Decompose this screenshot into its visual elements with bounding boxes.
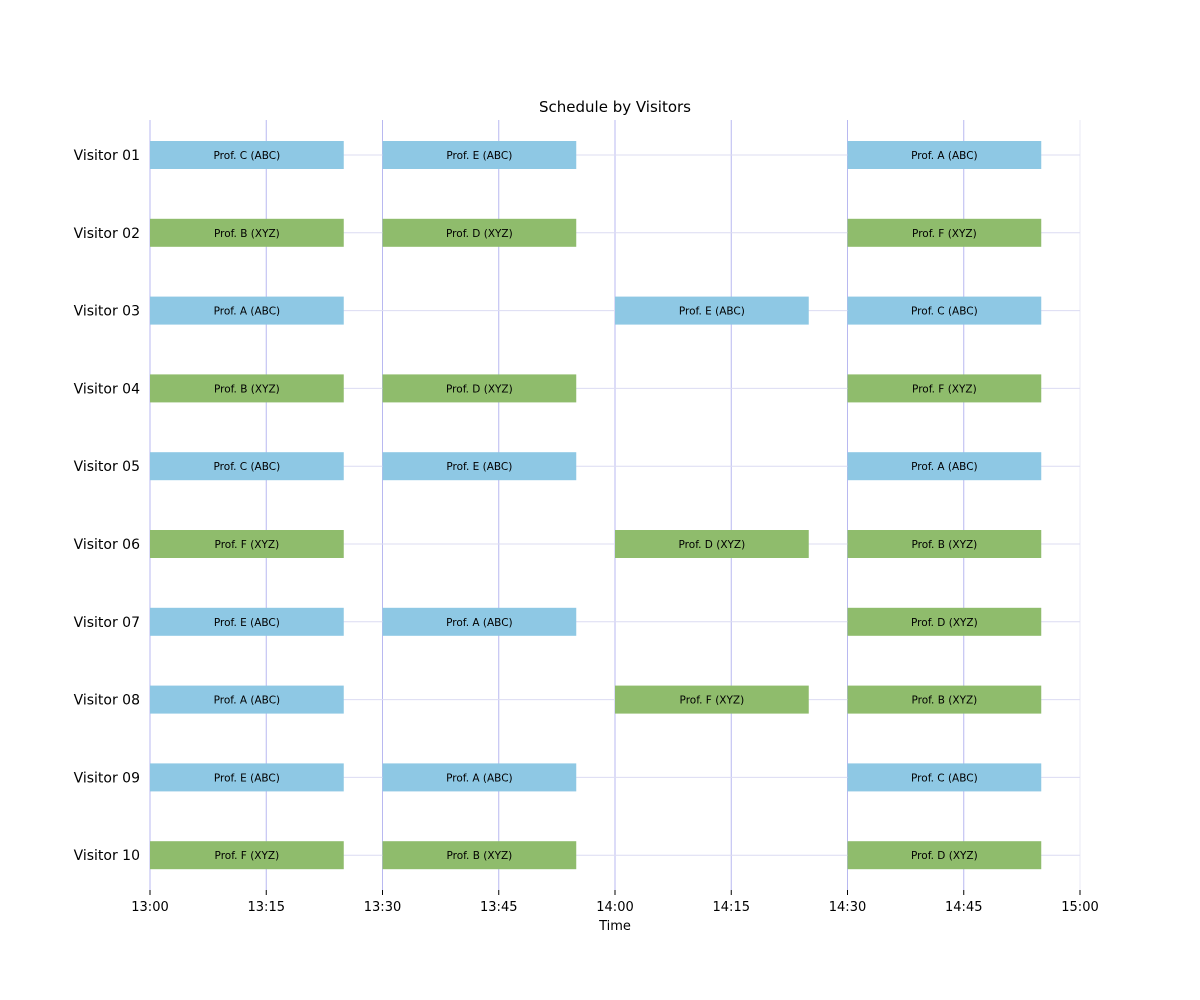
meeting-label: Prof. A (ABC) bbox=[446, 772, 513, 784]
x-tick-label-13-30: 13:30 bbox=[364, 900, 401, 915]
meeting-label: Prof. C (ABC) bbox=[911, 772, 978, 784]
meeting-label: Prof. A (ABC) bbox=[911, 150, 978, 162]
meeting-label: Prof. B (XYZ) bbox=[214, 228, 280, 240]
meeting-bars: Prof. C (ABC) Prof. E (ABC) Prof. A (ABC) P… bbox=[150, 141, 1042, 870]
visitor-axis-labels: Visitor 01 Visitor 02 Visitor 03 Visitor 04… bbox=[74, 148, 141, 864]
meeting-label: Prof. C (ABC) bbox=[214, 150, 281, 162]
meeting-bar bbox=[615, 685, 809, 714]
meeting-label: Prof. C (ABC) bbox=[911, 306, 978, 318]
meeting-label: Prof. A (ABC) bbox=[911, 461, 978, 473]
meeting-label: Prof. D (XYZ) bbox=[446, 228, 513, 240]
meeting-bar bbox=[382, 141, 577, 169]
meeting-label: Prof. A (ABC) bbox=[214, 695, 281, 707]
meeting-bar bbox=[382, 452, 577, 481]
meeting-bar bbox=[382, 841, 577, 870]
meeting-label: Prof. B (XYZ) bbox=[911, 539, 977, 551]
meeting-bar bbox=[847, 452, 1042, 481]
meeting-bar bbox=[615, 296, 809, 325]
meeting-label: Prof. D (XYZ) bbox=[679, 539, 746, 551]
meeting-label: Prof. E (ABC) bbox=[446, 461, 512, 473]
meeting-label: Prof. D (XYZ) bbox=[911, 617, 978, 629]
meeting-bar bbox=[847, 141, 1042, 169]
meeting-bar bbox=[150, 685, 344, 714]
y-tick-label-visitor-01: Visitor 01 bbox=[74, 148, 140, 164]
meeting-label: Prof. B (XYZ) bbox=[911, 695, 977, 707]
meeting-bar bbox=[847, 607, 1042, 636]
y-tick-label-visitor-10: Visitor 10 bbox=[74, 848, 140, 864]
meeting-bar bbox=[382, 763, 577, 792]
x-tick-label-14-00: 14:00 bbox=[596, 900, 633, 915]
meeting-label: Prof. E (ABC) bbox=[679, 306, 745, 318]
meeting-bar bbox=[150, 607, 344, 636]
meeting-bar bbox=[847, 374, 1042, 403]
x-tick-label-13-00: 13:00 bbox=[131, 900, 168, 915]
meeting-label: Prof. C (ABC) bbox=[214, 461, 281, 473]
meeting-label: Prof. F (XYZ) bbox=[912, 383, 977, 395]
x-tick-label-14-30: 14:30 bbox=[829, 900, 866, 915]
vertical-gridlines bbox=[149, 120, 1081, 890]
meeting-bar bbox=[382, 374, 577, 403]
meeting-label: Prof. E (ABC) bbox=[214, 617, 280, 629]
meeting-bar bbox=[847, 296, 1042, 325]
meeting-label: Prof. A (ABC) bbox=[446, 617, 513, 629]
meeting-bar bbox=[382, 218, 577, 247]
meeting-label: Prof. E (ABC) bbox=[214, 772, 280, 784]
meeting-bar bbox=[615, 530, 809, 558]
y-tick-label-visitor-09: Visitor 09 bbox=[74, 770, 140, 786]
meeting-bar bbox=[847, 841, 1042, 870]
y-tick-label-visitor-07: Visitor 07 bbox=[74, 615, 140, 631]
meeting-bar bbox=[382, 607, 577, 636]
x-tick-label-14-45: 14:45 bbox=[945, 900, 982, 915]
meeting-bar bbox=[847, 685, 1042, 714]
chart-title: Schedule by Visitors bbox=[539, 98, 691, 116]
y-tick-label-visitor-02: Visitor 02 bbox=[74, 226, 140, 242]
meeting-label: Prof. F (XYZ) bbox=[680, 695, 745, 707]
y-tick-label-visitor-06: Visitor 06 bbox=[74, 537, 141, 553]
meeting-label: Prof. B (XYZ) bbox=[446, 850, 512, 862]
y-tick-label-visitor-05: Visitor 05 bbox=[74, 459, 140, 475]
meeting-label: Prof. B (XYZ) bbox=[214, 383, 280, 395]
meeting-bar bbox=[150, 452, 344, 481]
meeting-bar bbox=[847, 763, 1042, 792]
meeting-bar bbox=[150, 530, 344, 558]
x-axis-label: Time bbox=[598, 919, 631, 934]
x-tick-label-13-45: 13:45 bbox=[480, 900, 517, 915]
meeting-label: Prof. D (XYZ) bbox=[911, 850, 978, 862]
time-axis-ticks: 13:00 13:15 13:30 13:45 14:00 14:15 14:30 14:45… bbox=[131, 890, 1099, 915]
meeting-bar bbox=[150, 841, 344, 870]
meeting-label: Prof. F (XYZ) bbox=[215, 850, 280, 862]
y-tick-label-visitor-04: Visitor 04 bbox=[74, 381, 141, 397]
x-tick-label-13-15: 13:15 bbox=[248, 900, 285, 915]
meeting-label: Prof. F (XYZ) bbox=[215, 539, 280, 551]
meeting-bar bbox=[150, 374, 344, 403]
meeting-bar bbox=[847, 530, 1042, 558]
meeting-label: Prof. F (XYZ) bbox=[912, 228, 977, 240]
x-tick-label-14-15: 14:15 bbox=[713, 900, 750, 915]
x-tick-label-15-00: 15:00 bbox=[1061, 900, 1098, 915]
meeting-label: Prof. D (XYZ) bbox=[446, 383, 513, 395]
meeting-bar bbox=[150, 296, 344, 325]
meeting-label: Prof. A (ABC) bbox=[214, 306, 281, 318]
y-tick-label-visitor-03: Visitor 03 bbox=[74, 304, 140, 320]
meeting-label: Prof. E (ABC) bbox=[446, 150, 512, 162]
meeting-bar bbox=[847, 218, 1042, 247]
meeting-bar bbox=[150, 218, 344, 247]
meeting-bar bbox=[150, 141, 344, 169]
y-tick-label-visitor-08: Visitor 08 bbox=[74, 693, 140, 709]
meeting-bar bbox=[150, 763, 344, 792]
